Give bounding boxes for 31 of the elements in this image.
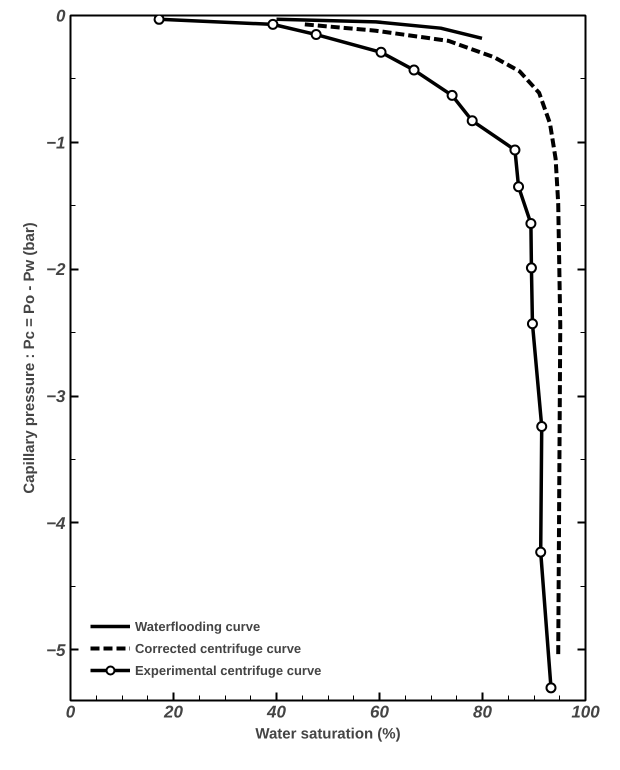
- x-tick-label: 60: [370, 702, 390, 722]
- y-tick-label: 0: [56, 6, 66, 26]
- point: [446, 90, 458, 101]
- point: [310, 29, 322, 40]
- point: [513, 181, 524, 192]
- point: [154, 16, 165, 25]
- x-tick-label: 80: [473, 702, 492, 722]
- point: [526, 318, 538, 330]
- y-tick-label: −3: [46, 387, 66, 406]
- point: [408, 64, 420, 76]
- x-axis-title: Water saturation (%): [255, 726, 401, 742]
- point: [545, 682, 556, 694]
- x-tick-label: 40: [266, 702, 286, 722]
- point: [267, 18, 278, 30]
- point: [376, 46, 387, 58]
- point: [536, 421, 548, 432]
- x-tick-label: 100: [571, 702, 600, 722]
- y-tick-label: −1: [46, 133, 66, 152]
- y-tick-label: −4: [46, 514, 66, 533]
- legend-label: Waterflooding curve: [135, 618, 260, 634]
- y-tick-label: −2: [46, 260, 66, 280]
- x-tick-label: 20: [163, 702, 184, 722]
- point: [466, 115, 478, 126]
- legend-label: Experimental centrifuge curve: [135, 662, 322, 678]
- y-axis-title: Capillary pressure : Pc = Po - Pw (bar): [21, 222, 38, 494]
- point: [525, 218, 536, 230]
- point: [509, 144, 520, 156]
- legend-label: Corrected centrifuge curve: [135, 640, 302, 656]
- point: [535, 546, 546, 558]
- y-tick-label: −5: [46, 640, 66, 660]
- point: [526, 262, 537, 274]
